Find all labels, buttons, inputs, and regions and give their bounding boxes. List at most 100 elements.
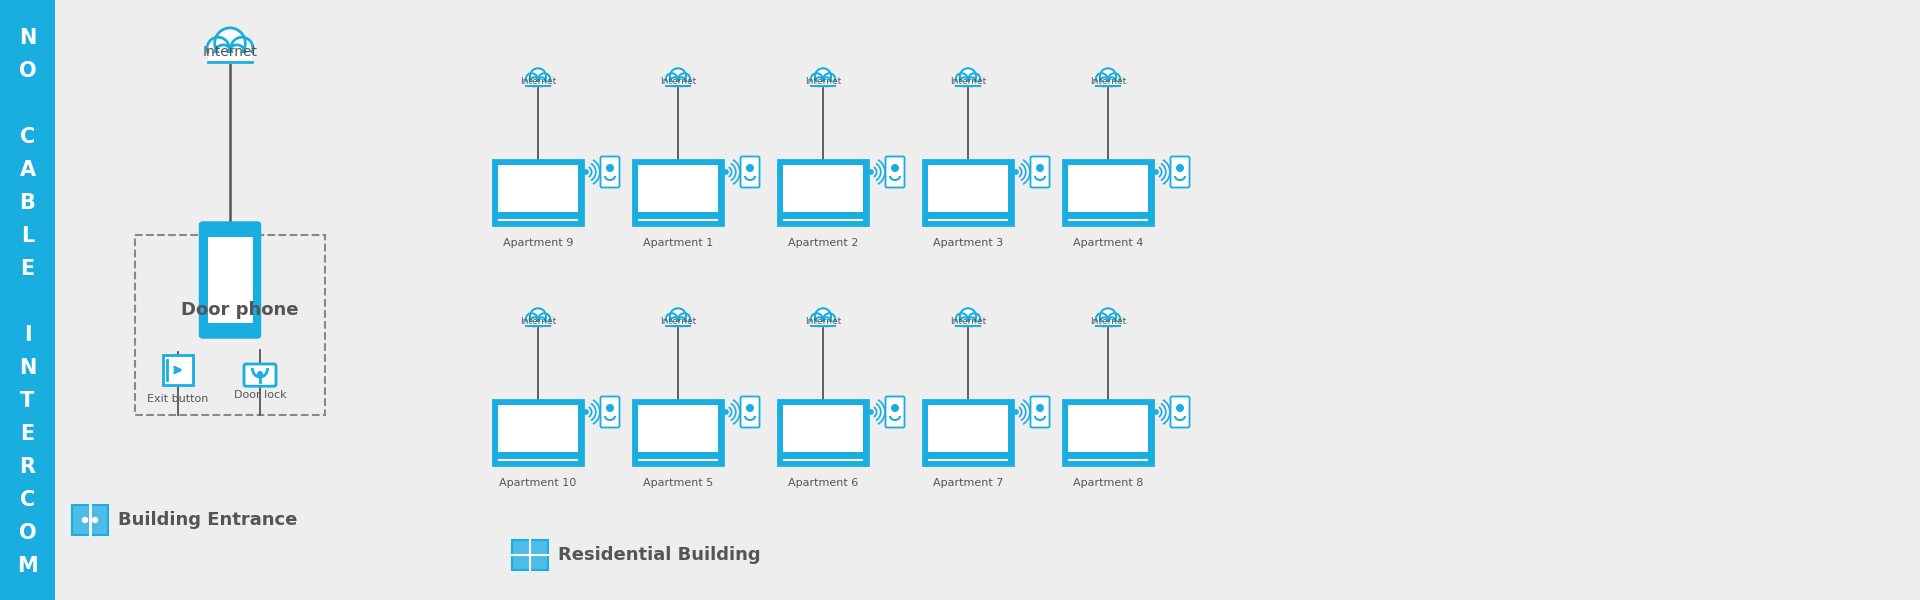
FancyBboxPatch shape	[924, 160, 1014, 225]
FancyBboxPatch shape	[666, 81, 689, 87]
Circle shape	[960, 68, 975, 85]
Circle shape	[526, 313, 538, 325]
FancyBboxPatch shape	[493, 400, 584, 465]
Text: I: I	[23, 325, 31, 345]
Text: N: N	[19, 28, 36, 48]
FancyBboxPatch shape	[526, 322, 549, 327]
Circle shape	[227, 229, 232, 233]
Text: Door lock: Door lock	[234, 390, 286, 400]
Circle shape	[215, 28, 246, 58]
Text: Apartment 1: Apartment 1	[643, 238, 712, 248]
Circle shape	[530, 77, 540, 86]
Circle shape	[1100, 77, 1110, 86]
Circle shape	[1108, 317, 1116, 326]
FancyBboxPatch shape	[73, 505, 108, 535]
Text: L: L	[21, 226, 35, 246]
Circle shape	[530, 317, 540, 326]
FancyBboxPatch shape	[526, 82, 549, 87]
Circle shape	[824, 73, 835, 85]
Circle shape	[207, 37, 228, 59]
Text: O: O	[19, 523, 36, 543]
FancyBboxPatch shape	[0, 0, 56, 600]
FancyBboxPatch shape	[924, 400, 1014, 465]
Circle shape	[92, 517, 98, 523]
Text: Apartment 2: Apartment 2	[787, 238, 858, 248]
FancyBboxPatch shape	[1096, 322, 1119, 327]
Circle shape	[747, 164, 755, 172]
FancyBboxPatch shape	[526, 81, 549, 87]
Circle shape	[678, 313, 689, 325]
FancyBboxPatch shape	[207, 237, 253, 323]
Circle shape	[584, 170, 588, 174]
FancyBboxPatch shape	[1068, 405, 1148, 452]
FancyBboxPatch shape	[513, 540, 547, 570]
FancyBboxPatch shape	[1031, 397, 1050, 427]
Text: Residential Building: Residential Building	[559, 546, 760, 564]
Circle shape	[968, 317, 975, 326]
Text: Apartment 4: Apartment 4	[1073, 238, 1142, 248]
Text: Apartment 9: Apartment 9	[503, 238, 574, 248]
FancyBboxPatch shape	[783, 165, 862, 212]
Text: C: C	[19, 127, 35, 147]
Circle shape	[538, 77, 545, 86]
FancyBboxPatch shape	[927, 405, 1008, 452]
Circle shape	[960, 317, 970, 326]
Circle shape	[678, 73, 689, 85]
Circle shape	[678, 317, 685, 326]
FancyBboxPatch shape	[601, 397, 620, 427]
FancyBboxPatch shape	[493, 215, 584, 225]
FancyBboxPatch shape	[778, 455, 868, 465]
Circle shape	[960, 77, 970, 86]
Circle shape	[1037, 404, 1044, 412]
Circle shape	[1014, 410, 1018, 414]
Circle shape	[257, 371, 263, 377]
Text: Exit button: Exit button	[148, 394, 209, 404]
FancyBboxPatch shape	[885, 397, 904, 427]
FancyBboxPatch shape	[1096, 321, 1119, 327]
Circle shape	[538, 313, 551, 325]
Circle shape	[724, 170, 728, 174]
FancyBboxPatch shape	[601, 157, 620, 187]
Circle shape	[670, 317, 680, 326]
Text: Apartment 3: Apartment 3	[933, 238, 1002, 248]
Circle shape	[678, 77, 685, 86]
FancyBboxPatch shape	[1064, 455, 1154, 465]
Circle shape	[1108, 73, 1119, 85]
Text: Internet: Internet	[660, 77, 697, 86]
Circle shape	[228, 45, 246, 62]
Text: M: M	[17, 556, 38, 576]
FancyBboxPatch shape	[778, 215, 868, 225]
FancyBboxPatch shape	[207, 53, 252, 64]
Text: Internet: Internet	[950, 317, 987, 326]
Circle shape	[822, 77, 831, 86]
FancyBboxPatch shape	[163, 355, 194, 385]
FancyBboxPatch shape	[634, 160, 724, 225]
Circle shape	[1096, 313, 1108, 325]
Circle shape	[215, 45, 232, 62]
FancyBboxPatch shape	[956, 321, 979, 327]
Circle shape	[530, 308, 545, 325]
Circle shape	[670, 77, 680, 86]
Circle shape	[584, 410, 588, 414]
FancyBboxPatch shape	[493, 160, 584, 225]
Circle shape	[670, 308, 685, 325]
FancyBboxPatch shape	[221, 324, 238, 330]
FancyBboxPatch shape	[497, 165, 578, 212]
Circle shape	[1108, 313, 1119, 325]
FancyBboxPatch shape	[493, 455, 584, 465]
Circle shape	[1014, 170, 1018, 174]
Circle shape	[607, 164, 614, 172]
Text: Building Entrance: Building Entrance	[117, 511, 298, 529]
Circle shape	[810, 73, 822, 85]
FancyBboxPatch shape	[526, 321, 549, 327]
FancyBboxPatch shape	[207, 52, 252, 64]
Text: E: E	[21, 259, 35, 279]
FancyBboxPatch shape	[666, 82, 689, 87]
FancyBboxPatch shape	[741, 157, 760, 187]
FancyBboxPatch shape	[1068, 165, 1148, 212]
Circle shape	[810, 313, 822, 325]
Text: Internet: Internet	[202, 45, 257, 59]
Circle shape	[870, 170, 874, 174]
Text: Internet: Internet	[804, 77, 841, 86]
Circle shape	[822, 317, 831, 326]
